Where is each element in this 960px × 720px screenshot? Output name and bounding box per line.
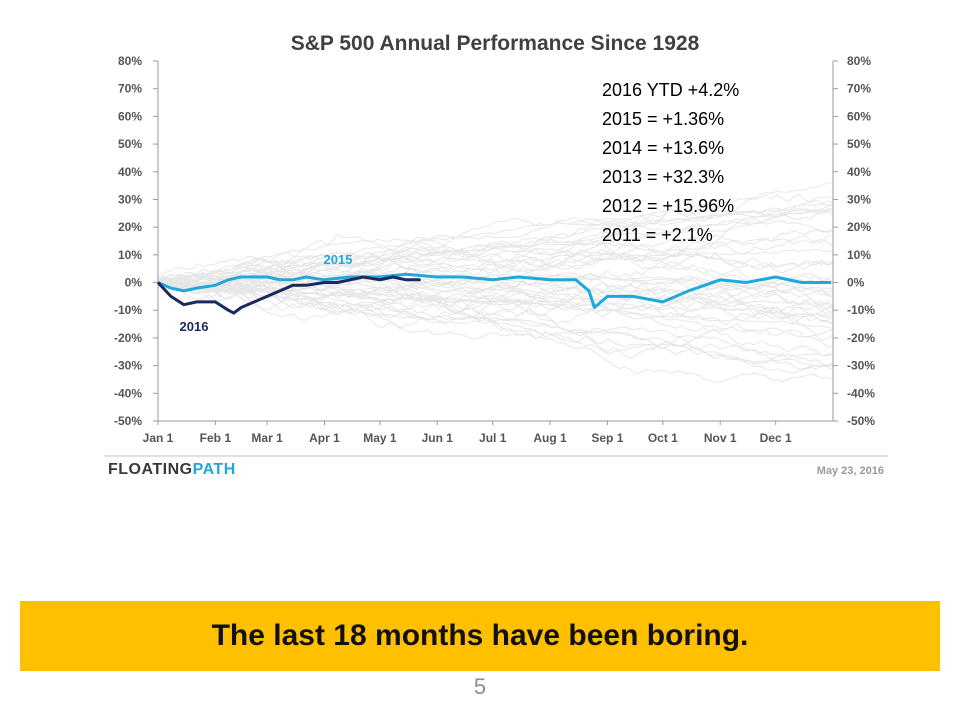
historical-year-line (157, 276, 834, 326)
series-line-2015 (157, 272, 832, 309)
date-stamp: May 23, 2016 (817, 465, 884, 477)
historical-year-line (157, 207, 834, 284)
y-tick-label-right: 70% (847, 82, 871, 96)
y-tick-label-right: -40% (847, 386, 875, 400)
historical-years-lines (157, 182, 834, 384)
x-tick-label: Jun 1 (422, 431, 454, 445)
banner-text: The last 18 months have been boring. (211, 619, 749, 652)
y-tick-label-right: -30% (847, 359, 875, 373)
y-tick-label-left: -40% (114, 386, 142, 400)
y-tick-label-left: 10% (118, 248, 142, 262)
historical-year-line (157, 244, 834, 291)
annotation-line: 2016 YTD +4.2% (602, 80, 739, 100)
y-tick-label-right: -10% (847, 303, 875, 317)
y-tick-label-left: -30% (114, 359, 142, 373)
chart-title: S&P 500 Annual Performance Since 1928 (291, 32, 700, 55)
y-tick-label-left: -20% (114, 331, 142, 345)
brand-logo-part-b: PATH (193, 461, 236, 478)
series-layer (156, 272, 832, 315)
y-tick-label-left: 30% (118, 192, 142, 206)
x-tick-label: May 1 (363, 431, 397, 445)
x-tick-label: Sep 1 (591, 431, 623, 445)
y-tick-label-right: 0% (847, 276, 865, 290)
annotation-box: 2016 YTD +4.2% 2015 = +1.36% 2014 = +13.6%… (602, 80, 739, 245)
historical-year-line (157, 282, 834, 306)
x-tick-label: Mar 1 (251, 431, 283, 445)
historical-year-line (157, 277, 834, 368)
y-tick-label-left: -10% (114, 303, 142, 317)
y-tick-label-right: -20% (847, 331, 875, 345)
y-tick-label-left: 80% (118, 54, 142, 68)
annotation-line: 2012 = +15.96% (602, 196, 734, 216)
y-tick-label-left: 50% (118, 137, 142, 151)
historical-year-line (157, 274, 834, 342)
annotation-line: 2011 = +2.1% (602, 225, 713, 245)
page-number: 5 (473, 674, 487, 699)
x-tick-label: Dec 1 (760, 431, 792, 445)
series-line-2016 (156, 275, 421, 315)
brand-logo: FLOATINGPATH (108, 461, 236, 478)
y-tick-label-right: 20% (847, 220, 871, 234)
y-tick-label-right: 40% (847, 165, 871, 179)
historical-year-line (157, 282, 834, 338)
annotation-line: 2015 = +1.36% (602, 109, 724, 129)
x-tick-label: Jul 1 (479, 431, 507, 445)
historical-year-line (157, 270, 834, 290)
annotation-line: 2014 = +13.6% (602, 138, 724, 158)
series-label-2015: 2015 (324, 252, 353, 267)
x-tick-label: Apr 1 (309, 431, 340, 445)
x-tick-label: Feb 1 (200, 431, 232, 445)
x-tick-label: Oct 1 (648, 431, 678, 445)
historical-year-line (157, 252, 834, 294)
annotation-line: 2013 = +32.3% (602, 167, 724, 187)
x-tick-label: Jan 1 (143, 431, 174, 445)
axes: 80% 80% 70% 70% 60% 60% 50% 50% 40% 40% 30% 30% 20% 2… (114, 54, 875, 445)
brand-logo-part-a: FLOATING (108, 461, 193, 478)
y-tick-label-left: 20% (118, 220, 142, 234)
y-tick-label-left: 70% (118, 82, 142, 96)
historical-year-line (157, 217, 834, 296)
y-tick-label-right: 10% (847, 248, 871, 262)
y-tick-label-left: 0% (125, 276, 143, 290)
historical-year-line (157, 204, 834, 283)
y-tick-label-right: 80% (847, 54, 871, 68)
y-tick-label-left: 60% (118, 109, 142, 123)
historical-year-line (157, 245, 834, 286)
y-tick-label-left: 40% (118, 165, 142, 179)
y-tick-label-left: -50% (114, 414, 142, 428)
x-tick-label: Aug 1 (533, 431, 567, 445)
historical-year-line (157, 200, 834, 287)
summary-banner: The last 18 months have been boring. (20, 601, 940, 671)
x-tick-label: Nov 1 (704, 431, 737, 445)
y-tick-label-right: 60% (847, 109, 871, 123)
historical-year-line (157, 276, 834, 324)
series-label-2016: 2016 (180, 319, 209, 334)
historical-year-line (157, 278, 834, 384)
chart: S&P 500 Annual Performance Since 1928 80… (104, 32, 888, 478)
y-tick-label-right: -50% (847, 414, 875, 428)
y-tick-label-right: 50% (847, 137, 871, 151)
y-tick-label-right: 30% (847, 192, 871, 206)
